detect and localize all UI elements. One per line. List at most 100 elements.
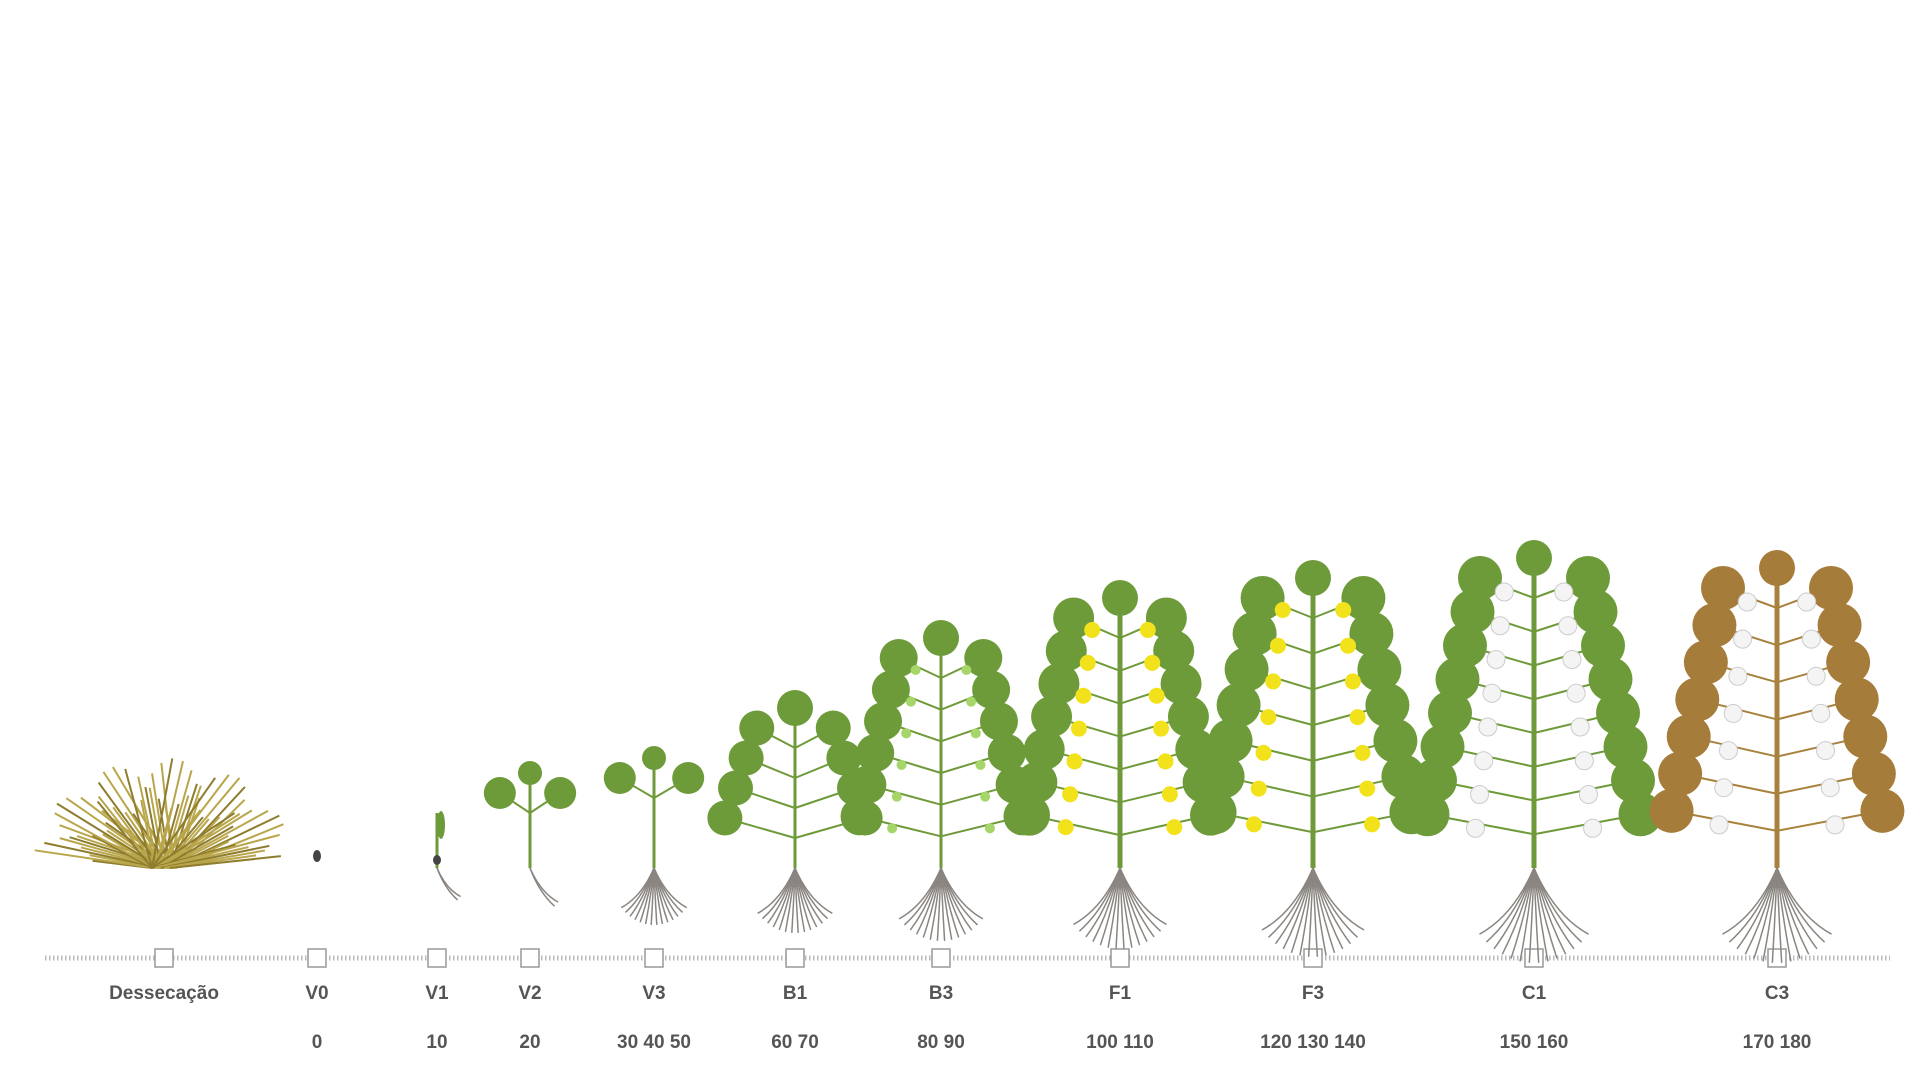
root <box>529 867 559 903</box>
root <box>1073 867 1121 926</box>
leaf <box>1341 576 1386 620</box>
stage-marker <box>1767 948 1787 968</box>
leaf <box>826 740 862 776</box>
leaf <box>1683 640 1728 685</box>
cotton-boll <box>1797 592 1817 612</box>
leaf <box>1224 647 1269 692</box>
cotton-boll <box>1578 785 1598 804</box>
grass-blade <box>112 806 159 869</box>
leaf <box>739 710 775 746</box>
stage-marker <box>154 948 174 968</box>
grass-blade <box>157 809 253 869</box>
cotton-boll <box>1574 751 1594 771</box>
grass-blade <box>102 771 168 869</box>
stage-label: F1 <box>1109 983 1132 1004</box>
bud <box>901 728 912 739</box>
bud <box>891 791 902 802</box>
bud <box>1062 786 1079 803</box>
plant-illustration <box>483 761 577 907</box>
grass-blade <box>54 812 156 869</box>
leaf <box>1692 603 1737 648</box>
leaf <box>1581 623 1625 668</box>
root <box>436 867 461 898</box>
leaf <box>1843 714 1888 759</box>
grass-blade <box>169 855 281 869</box>
stage-marker <box>1524 948 1544 968</box>
leaf <box>1413 758 1457 803</box>
bud <box>1359 780 1376 797</box>
stage-days: 120 130 140 <box>1260 1032 1366 1053</box>
stage-label: Dessecação <box>109 983 219 1004</box>
leaf <box>1175 728 1217 770</box>
leaf <box>1759 550 1795 586</box>
leaf <box>1428 691 1472 735</box>
leaf <box>1038 663 1080 705</box>
grass-blade <box>151 777 216 869</box>
leaf <box>979 702 1018 741</box>
leaf <box>871 670 910 709</box>
leaf <box>1031 696 1073 738</box>
stage-marker <box>931 948 951 968</box>
cotton-boll <box>1562 650 1582 669</box>
grass-blade <box>92 834 153 869</box>
leaf <box>777 690 813 726</box>
stage-marker <box>427 948 447 968</box>
cotton-boll <box>1486 650 1506 669</box>
cotton-boll <box>1718 741 1738 761</box>
bud <box>1344 673 1361 690</box>
cotton-boll <box>1554 582 1574 602</box>
bud <box>1084 622 1101 638</box>
grass-blade <box>124 768 153 869</box>
root <box>1479 867 1535 935</box>
cotton-boll <box>1816 741 1836 761</box>
root <box>1722 867 1778 935</box>
leaf <box>1611 758 1655 803</box>
leaf <box>848 765 887 804</box>
grass-blade <box>160 825 234 869</box>
stage-label: C3 <box>1765 983 1789 1004</box>
bud <box>975 760 986 770</box>
leaf <box>1603 724 1648 769</box>
stage-label: F3 <box>1302 983 1324 1004</box>
leaf <box>1349 611 1394 656</box>
plant-illustration <box>1192 560 1434 957</box>
cotton-boll <box>1811 703 1831 723</box>
stage-label: V2 <box>518 983 541 1004</box>
leaf <box>1573 589 1618 634</box>
cotton-boll <box>1728 666 1748 686</box>
leaf <box>1658 751 1703 796</box>
stage-days: 20 <box>519 1032 540 1053</box>
cotton-boll <box>1723 703 1743 723</box>
leaf <box>1588 657 1633 702</box>
cotton-boll <box>1494 582 1514 602</box>
bud <box>1057 819 1074 836</box>
plant-illustration <box>603 746 705 925</box>
stage-days: 0 <box>312 1032 323 1053</box>
plant-illustration <box>1009 580 1231 949</box>
grass-blade <box>160 844 270 869</box>
stage-days: 60 70 <box>771 1032 819 1053</box>
bud <box>1265 673 1282 690</box>
bud <box>1255 744 1272 761</box>
bud <box>1250 780 1267 797</box>
bud <box>1066 753 1083 770</box>
leaf <box>1450 589 1495 634</box>
leaf <box>1373 718 1418 763</box>
leaf <box>1443 623 1487 668</box>
stage-label: C1 <box>1522 983 1547 1004</box>
leaf <box>1701 566 1745 610</box>
bud <box>1079 654 1096 671</box>
bud <box>1335 602 1352 618</box>
cotton-boll <box>1820 778 1840 798</box>
stage-days: 150 160 <box>1500 1032 1569 1053</box>
leaf <box>1102 580 1138 616</box>
cotton-boll <box>1570 717 1590 737</box>
grass-blade <box>96 800 153 869</box>
bud <box>1070 720 1087 737</box>
grass-blade <box>44 841 162 869</box>
leaf <box>1192 790 1237 835</box>
grass-blade <box>34 849 156 869</box>
root <box>757 867 796 914</box>
